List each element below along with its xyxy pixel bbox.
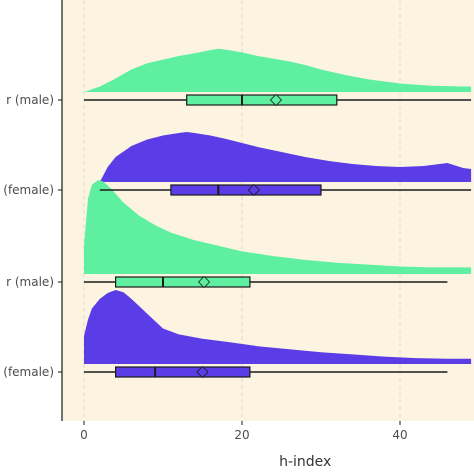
box-3 xyxy=(114,276,251,288)
category-label-3: r (male) xyxy=(6,275,54,289)
density-cloud-4 xyxy=(84,290,472,364)
x-tick-labels: 0 20 40 xyxy=(80,421,408,442)
box-2 xyxy=(170,184,322,196)
mean-marker-2 xyxy=(247,183,260,197)
category-label-2: (female) xyxy=(3,183,54,197)
x-tick-label: 0 xyxy=(80,428,88,442)
mean-marker-3 xyxy=(198,275,211,289)
box-1 xyxy=(186,94,338,106)
density-cloud-3 xyxy=(84,180,472,274)
boxplots xyxy=(84,93,472,379)
x-tick-label: 40 xyxy=(392,428,407,442)
category-label-4: (female) xyxy=(3,365,54,379)
x-axis-title: h-index xyxy=(279,454,331,470)
density-cloud-2 xyxy=(99,132,472,182)
mean-marker-1 xyxy=(269,93,283,107)
category-label-1: r (male) xyxy=(6,93,54,107)
category-labels: r (male) (female) r (male) (female) xyxy=(3,93,62,379)
density-cloud-1 xyxy=(84,48,472,92)
mean-marker-4 xyxy=(196,365,209,379)
x-tick-label: 20 xyxy=(234,428,249,442)
box-4 xyxy=(114,366,251,378)
density-clouds xyxy=(84,48,472,364)
